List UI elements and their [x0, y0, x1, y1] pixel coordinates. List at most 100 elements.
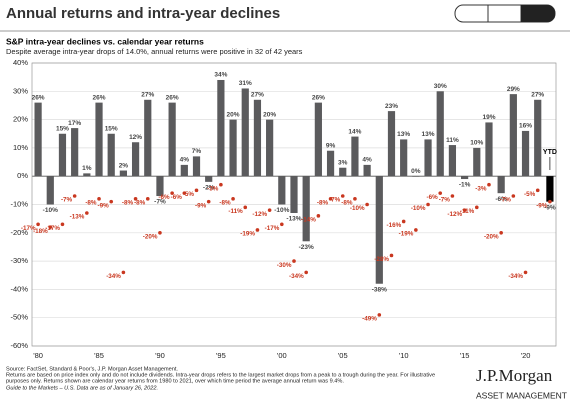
bar — [180, 164, 188, 177]
bar — [473, 147, 481, 177]
bar — [521, 130, 530, 177]
decline-dot — [377, 313, 382, 317]
footnote: Source: FactSet, Standard & Poor's, J.P.… — [6, 366, 178, 372]
bar — [34, 102, 42, 177]
decline-dot — [353, 197, 357, 201]
decline-dot — [280, 222, 284, 227]
x-tick-label: '15 — [460, 351, 470, 360]
decline-dot — [365, 202, 369, 207]
decline-dot — [523, 270, 528, 275]
decline-dot — [145, 197, 150, 201]
decline-dot — [255, 228, 260, 232]
bar — [485, 122, 493, 177]
decline-dot — [389, 253, 394, 258]
header-controls — [454, 4, 556, 23]
y-tick-label: 40% — [13, 58, 28, 67]
decline-label: -3% — [207, 185, 219, 192]
bar — [95, 102, 103, 177]
bar — [71, 128, 79, 177]
bar — [400, 139, 408, 177]
decline-dot — [97, 197, 101, 201]
decline-dot — [219, 182, 223, 187]
decline-dot — [231, 197, 235, 201]
bar-label: 27% — [531, 92, 544, 99]
bar — [436, 91, 444, 177]
decline-dot — [450, 194, 455, 198]
decline-dot — [340, 194, 345, 198]
bar — [229, 119, 237, 177]
x-tick-label: '95 — [216, 351, 226, 360]
decline-label: -7% — [61, 197, 73, 204]
decline-label: -6% — [171, 194, 183, 201]
y-tick-label: -50% — [10, 313, 28, 322]
decline-label: -9% — [195, 202, 207, 209]
decline-label: -20% — [143, 233, 158, 240]
decline-dot — [511, 194, 516, 198]
decline-dot — [267, 208, 272, 212]
decline-label: -18% — [33, 228, 48, 235]
decline-dot — [133, 197, 138, 201]
bar-label: 26% — [93, 94, 106, 101]
bar-label: 4% — [180, 157, 190, 164]
decline-label: -34% — [106, 273, 121, 280]
decline-dot — [401, 219, 406, 224]
bar — [326, 150, 335, 177]
ytd-label: YTD — [543, 149, 557, 156]
decline-dot — [548, 199, 552, 204]
decline-label: -34% — [508, 273, 523, 280]
bar-label: -7% — [154, 199, 166, 206]
decline-dot — [48, 225, 53, 229]
decline-label: -17% — [265, 225, 280, 232]
bar-label: 11% — [446, 137, 459, 144]
bar-label: -23% — [299, 244, 314, 251]
bar-label: 29% — [507, 86, 520, 93]
bar-label: 2% — [119, 162, 129, 169]
decline-dot — [426, 202, 430, 207]
y-tick-label: -60% — [10, 341, 28, 350]
chart-subtitle: Despite average intra-year drops of 14.0… — [6, 47, 303, 56]
bar — [83, 173, 91, 177]
decline-label: -30% — [277, 262, 292, 269]
decline-dot — [462, 208, 467, 212]
decline-label: -5% — [183, 191, 195, 198]
bar-label: 9% — [326, 142, 336, 149]
decline-dot — [499, 231, 503, 235]
footnotes: Source: FactSet, Standard & Poor's, J.P.… — [6, 366, 435, 391]
decline-label: -28% — [374, 256, 389, 263]
bar — [107, 133, 115, 177]
bar — [58, 133, 67, 177]
decline-dot — [474, 205, 479, 210]
bar-label: 26% — [166, 94, 179, 101]
decline-label: -3% — [475, 185, 487, 192]
decline-dot — [316, 214, 321, 218]
bar — [424, 139, 432, 177]
decline-label: -12% — [252, 211, 267, 218]
bar-label: 15% — [56, 125, 69, 132]
x-tick-label: '90 — [155, 351, 165, 360]
bar — [546, 176, 554, 202]
decline-label: -11% — [228, 208, 243, 215]
decline-label: -19% — [240, 231, 255, 238]
bar-label: 27% — [251, 92, 264, 99]
decline-label: -9% — [536, 202, 548, 209]
decline-label: -17% — [45, 225, 60, 232]
x-tick-label: '05 — [338, 351, 348, 360]
decline-dot — [109, 199, 114, 204]
decline-label: -8% — [317, 200, 329, 207]
decline-label: -7% — [500, 197, 512, 204]
decline-label: -19% — [399, 231, 414, 238]
bar — [509, 94, 517, 177]
page-title: Annual returns and intra-year declines — [6, 5, 280, 22]
bar — [168, 102, 176, 177]
x-tick-label: '80 — [33, 351, 43, 360]
bar — [217, 79, 225, 177]
bar — [363, 164, 371, 177]
x-tick-label: '00 — [277, 351, 287, 360]
decline-label: -8% — [122, 200, 134, 207]
y-tick-label: -30% — [10, 256, 28, 265]
bar-label: 26% — [312, 94, 325, 101]
bar-label: 3% — [338, 159, 348, 166]
bar-label: 15% — [105, 125, 118, 132]
y-tick-label: 0% — [17, 171, 28, 180]
decline-label: -6% — [427, 194, 439, 201]
